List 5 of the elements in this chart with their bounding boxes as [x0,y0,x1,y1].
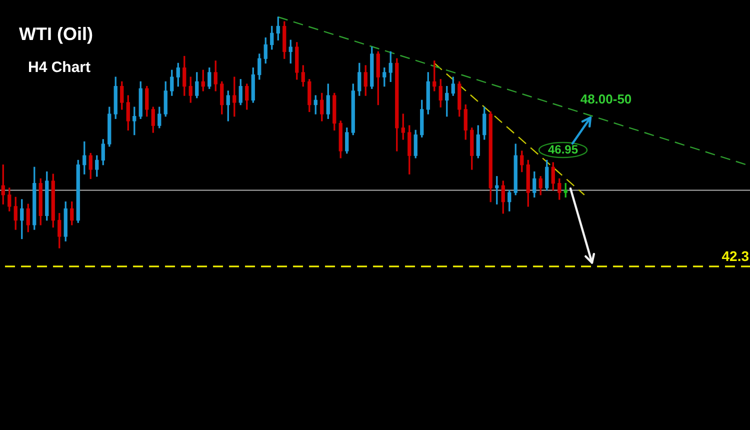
text: H4 Chart [28,59,91,76]
annotation: 42.3 [722,248,750,264]
annotation: 48.00-50 [580,92,632,107]
annotation: 46.95 [548,142,578,156]
chart-title: WTI (Oil) [19,24,93,44]
